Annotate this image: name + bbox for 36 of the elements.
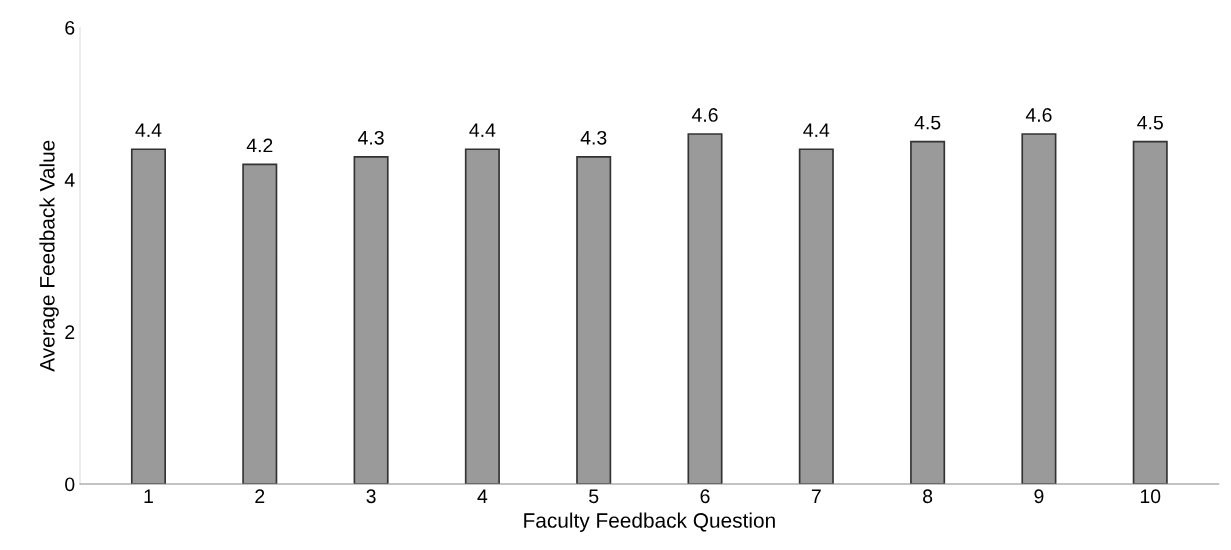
bar <box>910 140 946 484</box>
x-axis-title: Faculty Feedback Question <box>524 512 775 532</box>
x-tick-label: 7 <box>811 489 821 503</box>
x-tick-label: 2 <box>255 489 265 503</box>
data-label: 4.5 <box>914 115 941 130</box>
data-label: 4.4 <box>469 123 496 137</box>
bar <box>576 156 612 484</box>
x-tick-label: 3 <box>366 489 376 504</box>
bar <box>130 148 167 484</box>
bar <box>798 148 834 484</box>
data-label: 4.2 <box>246 138 273 153</box>
y-axis-title: Average Feedback Value <box>39 140 59 372</box>
y-tick-label: 0 <box>65 477 75 492</box>
x-tick-label: 5 <box>589 489 599 504</box>
bar <box>353 156 389 484</box>
bar <box>242 163 278 484</box>
y-tick-label: 6 <box>65 20 75 35</box>
data-label: 4.6 <box>691 108 718 122</box>
x-tick-label: 1 <box>144 489 153 503</box>
data-label: 4.5 <box>1137 115 1163 130</box>
bar <box>464 148 500 484</box>
bar <box>1132 140 1168 484</box>
data-label: 4.3 <box>580 130 607 145</box>
x-tick-label: 6 <box>700 489 710 504</box>
bar <box>687 133 723 484</box>
x-tick-label: 8 <box>923 489 933 504</box>
x-tick-label: 9 <box>1034 489 1044 504</box>
data-label: 4.6 <box>1025 108 1052 122</box>
y-tick-label: 2 <box>65 325 75 339</box>
data-label: 4.4 <box>135 123 162 137</box>
x-tick-label: 4 <box>477 489 488 503</box>
y-tick-label: 4 <box>64 173 75 187</box>
data-label: 4.4 <box>803 123 830 137</box>
bar <box>1021 133 1057 484</box>
x-tick-label: 10 <box>1140 489 1161 504</box>
data-label: 4.3 <box>358 130 384 145</box>
